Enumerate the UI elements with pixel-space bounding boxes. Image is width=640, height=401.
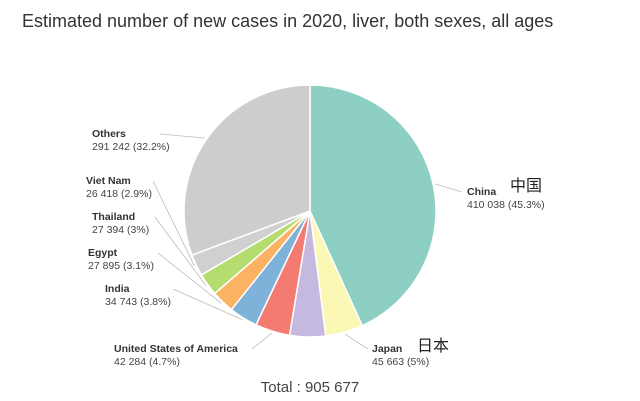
- slice-name-japan: Japan: [372, 343, 402, 355]
- total-label: Total : 905 677: [261, 379, 359, 396]
- slice-name-united-states-of-america: United States of America: [114, 343, 238, 355]
- slice-value-india: 34 743 (3.8%): [105, 296, 171, 308]
- slice-value-egypt: 27 895 (3.1%): [88, 260, 154, 272]
- leader-line-china: [434, 183, 463, 193]
- slice-name-china: China: [467, 186, 496, 198]
- leader-line-egypt: [157, 252, 222, 304]
- leader-lines: [152, 133, 463, 350]
- slice-value-viet-nam: 26 418 (2.9%): [86, 188, 152, 200]
- slice-value-china: 410 038 (45.3%): [467, 199, 545, 211]
- leader-line-japan: [344, 333, 369, 350]
- slice-value-japan: 45 663 (5%): [372, 356, 429, 368]
- leader-line-viet-nam: [152, 180, 195, 267]
- pie-slices: [183, 84, 437, 338]
- slice-value-united-states-of-america: 42 284 (4.7%): [114, 356, 180, 368]
- leader-line-india: [172, 288, 243, 320]
- leader-line-others: [159, 133, 205, 139]
- slice-name-others: Others: [92, 128, 126, 140]
- pie-slice-others: [183, 84, 311, 257]
- leader-line-united-states-of-america: [251, 332, 273, 350]
- slice-value-thailand: 27 394 (3%): [92, 224, 149, 236]
- leader-line-thailand: [154, 216, 207, 286]
- slice-annotation-japan: 日本: [417, 336, 449, 355]
- slice-name-thailand: Thailand: [92, 211, 135, 223]
- pie-slice-china: [309, 84, 437, 327]
- slice-value-others: 291 242 (32.2%): [92, 141, 170, 153]
- slice-name-viet-nam: Viet Nam: [86, 175, 131, 187]
- slice-name-india: India: [105, 283, 130, 295]
- slice-name-egypt: Egypt: [88, 247, 118, 259]
- chart-title: Estimated number of new cases in 2020, l…: [22, 11, 553, 31]
- slice-annotation-china: 中国: [510, 176, 542, 195]
